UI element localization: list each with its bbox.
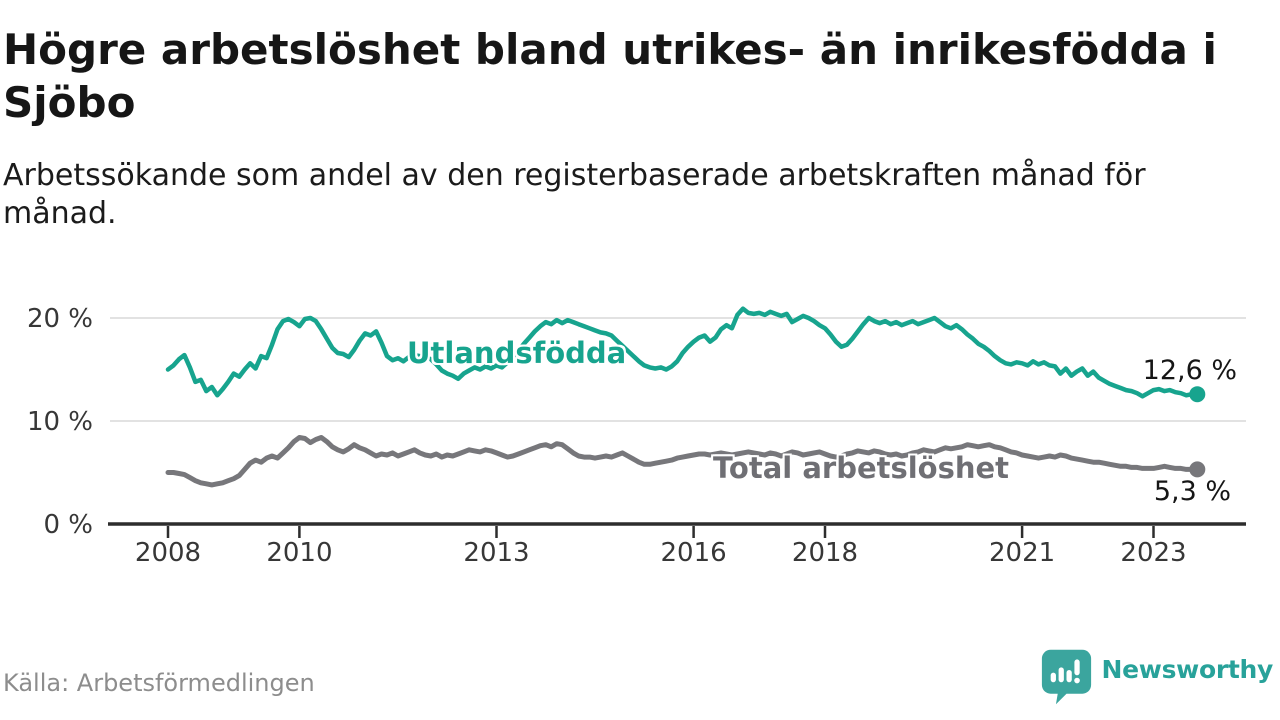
series-line-utlandsfodda bbox=[165, 306, 1200, 399]
series-label-utlandsfodda: Utlandsfödda bbox=[407, 336, 627, 370]
x-tick-label: 2021 bbox=[989, 538, 1055, 568]
x-tick-label: 2023 bbox=[1120, 538, 1186, 568]
end-value-label-utlandsfodda: 12,6 % bbox=[1142, 355, 1237, 386]
x-tick-label: 2010 bbox=[266, 538, 332, 568]
x-tick-label: 2018 bbox=[792, 538, 858, 568]
y-tick-label: 20 % bbox=[27, 304, 93, 334]
newsworthy-logo-icon bbox=[1041, 649, 1091, 705]
x-tick-label: 2013 bbox=[463, 538, 529, 568]
y-tick-label: 10 % bbox=[27, 407, 93, 437]
end-value-label-total: 5,3 % bbox=[1153, 476, 1231, 507]
newsworthy-logo: Newsworthy bbox=[1040, 648, 1274, 706]
series-label-total-arbetsloshet: Total arbetslöshet bbox=[713, 451, 1010, 485]
x-tick-label: 2008 bbox=[135, 538, 201, 568]
page-title: Högre arbetslöshet bland utrikes- än inr… bbox=[3, 25, 1217, 127]
series-line-total-arbetsloshet bbox=[165, 435, 1200, 488]
series-end-dot-total-arbetsloshet bbox=[1189, 461, 1206, 478]
y-tick-label: 0 % bbox=[43, 510, 93, 540]
source-note: Källa: Arbetsförmedlingen bbox=[3, 669, 315, 697]
page-subtitle: Arbetssökande som andel av den registerb… bbox=[3, 158, 1146, 231]
series-end-dot-utlandsfodda bbox=[1189, 386, 1206, 403]
newsworthy-logo-text: Newsworthy bbox=[1101, 655, 1274, 684]
x-tick-label: 2016 bbox=[661, 538, 727, 568]
